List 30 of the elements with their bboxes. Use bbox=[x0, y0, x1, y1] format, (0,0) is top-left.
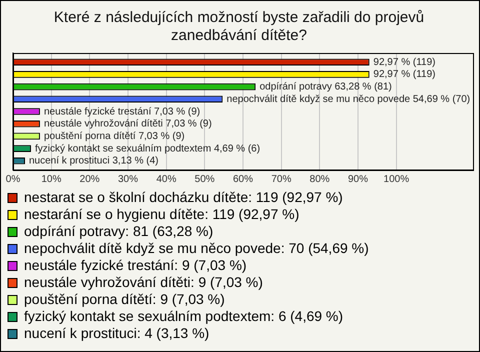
data-label: pouštění porna dítětí 7,03 % (9) bbox=[44, 130, 185, 142]
legend-label: nestarání se o hygienu dítěte: 119 (92,97 %) bbox=[24, 206, 300, 222]
x-tick-label: 70% bbox=[271, 174, 292, 185]
x-tick-label: 50% bbox=[194, 174, 215, 185]
x-tick-label: 100% bbox=[384, 174, 410, 185]
data-label: neustále vyhrožování dítěti 7,03 % (9) bbox=[44, 118, 212, 130]
legend-label: pouštění porna dítětí: 9 (7,03 %) bbox=[24, 290, 225, 307]
data-label: 92,97 % (119) bbox=[373, 69, 436, 80]
legend-label: neustále vyhrožování dítěti: 9 (7,03 %) bbox=[24, 274, 263, 290]
legend-label: nucení k prostituci: 4 (3,13 %) bbox=[24, 324, 210, 341]
legend-label: nestarat se o školní docházku dítěte: 119 (92,97 %) bbox=[24, 188, 343, 205]
data-label: odpírání potravy 63,28 % (81) bbox=[260, 82, 392, 93]
legend-label: fyzický kontakt se sexuálním podtextem: 6 (4,69 %) bbox=[24, 308, 344, 324]
x-tick-label: 80% bbox=[310, 174, 330, 185]
x-tick-label: 10% bbox=[41, 174, 62, 185]
x-tick-label: 60% bbox=[232, 174, 254, 185]
x-tick-label: 0% bbox=[6, 174, 20, 185]
data-label: nucení k prostituci 3,13 % (4) bbox=[29, 156, 159, 167]
x-tick-label: 40% bbox=[156, 174, 176, 185]
data-label: nepochválit dítě když se mu něco povede 54,69 % (70) bbox=[226, 94, 470, 105]
x-tick-label: 20% bbox=[80, 174, 100, 185]
data-label: 92,97 % (119) bbox=[373, 56, 436, 68]
legend-label: nepochválit dítě když se mu něco povede: 70 (54,69 %) bbox=[24, 240, 369, 256]
data-label: neustále fyzické trestání 7,03 % (9) bbox=[44, 106, 200, 118]
data-label: fyzický kontakt se sexuálním podtextem 4,69 % (6) bbox=[34, 143, 260, 154]
chart-title: Které z následujících možností byste zařadili do projevů zanedbávání dítěte? bbox=[54, 9, 424, 44]
x-tick-label: 90% bbox=[348, 174, 368, 185]
legend-label: odpírání potravy: 81 (63,28 %) bbox=[24, 222, 214, 239]
x-tick-label: 30% bbox=[118, 174, 138, 185]
legend-label: neustále fyzické trestání: 9 (7,03 %) bbox=[24, 256, 247, 273]
